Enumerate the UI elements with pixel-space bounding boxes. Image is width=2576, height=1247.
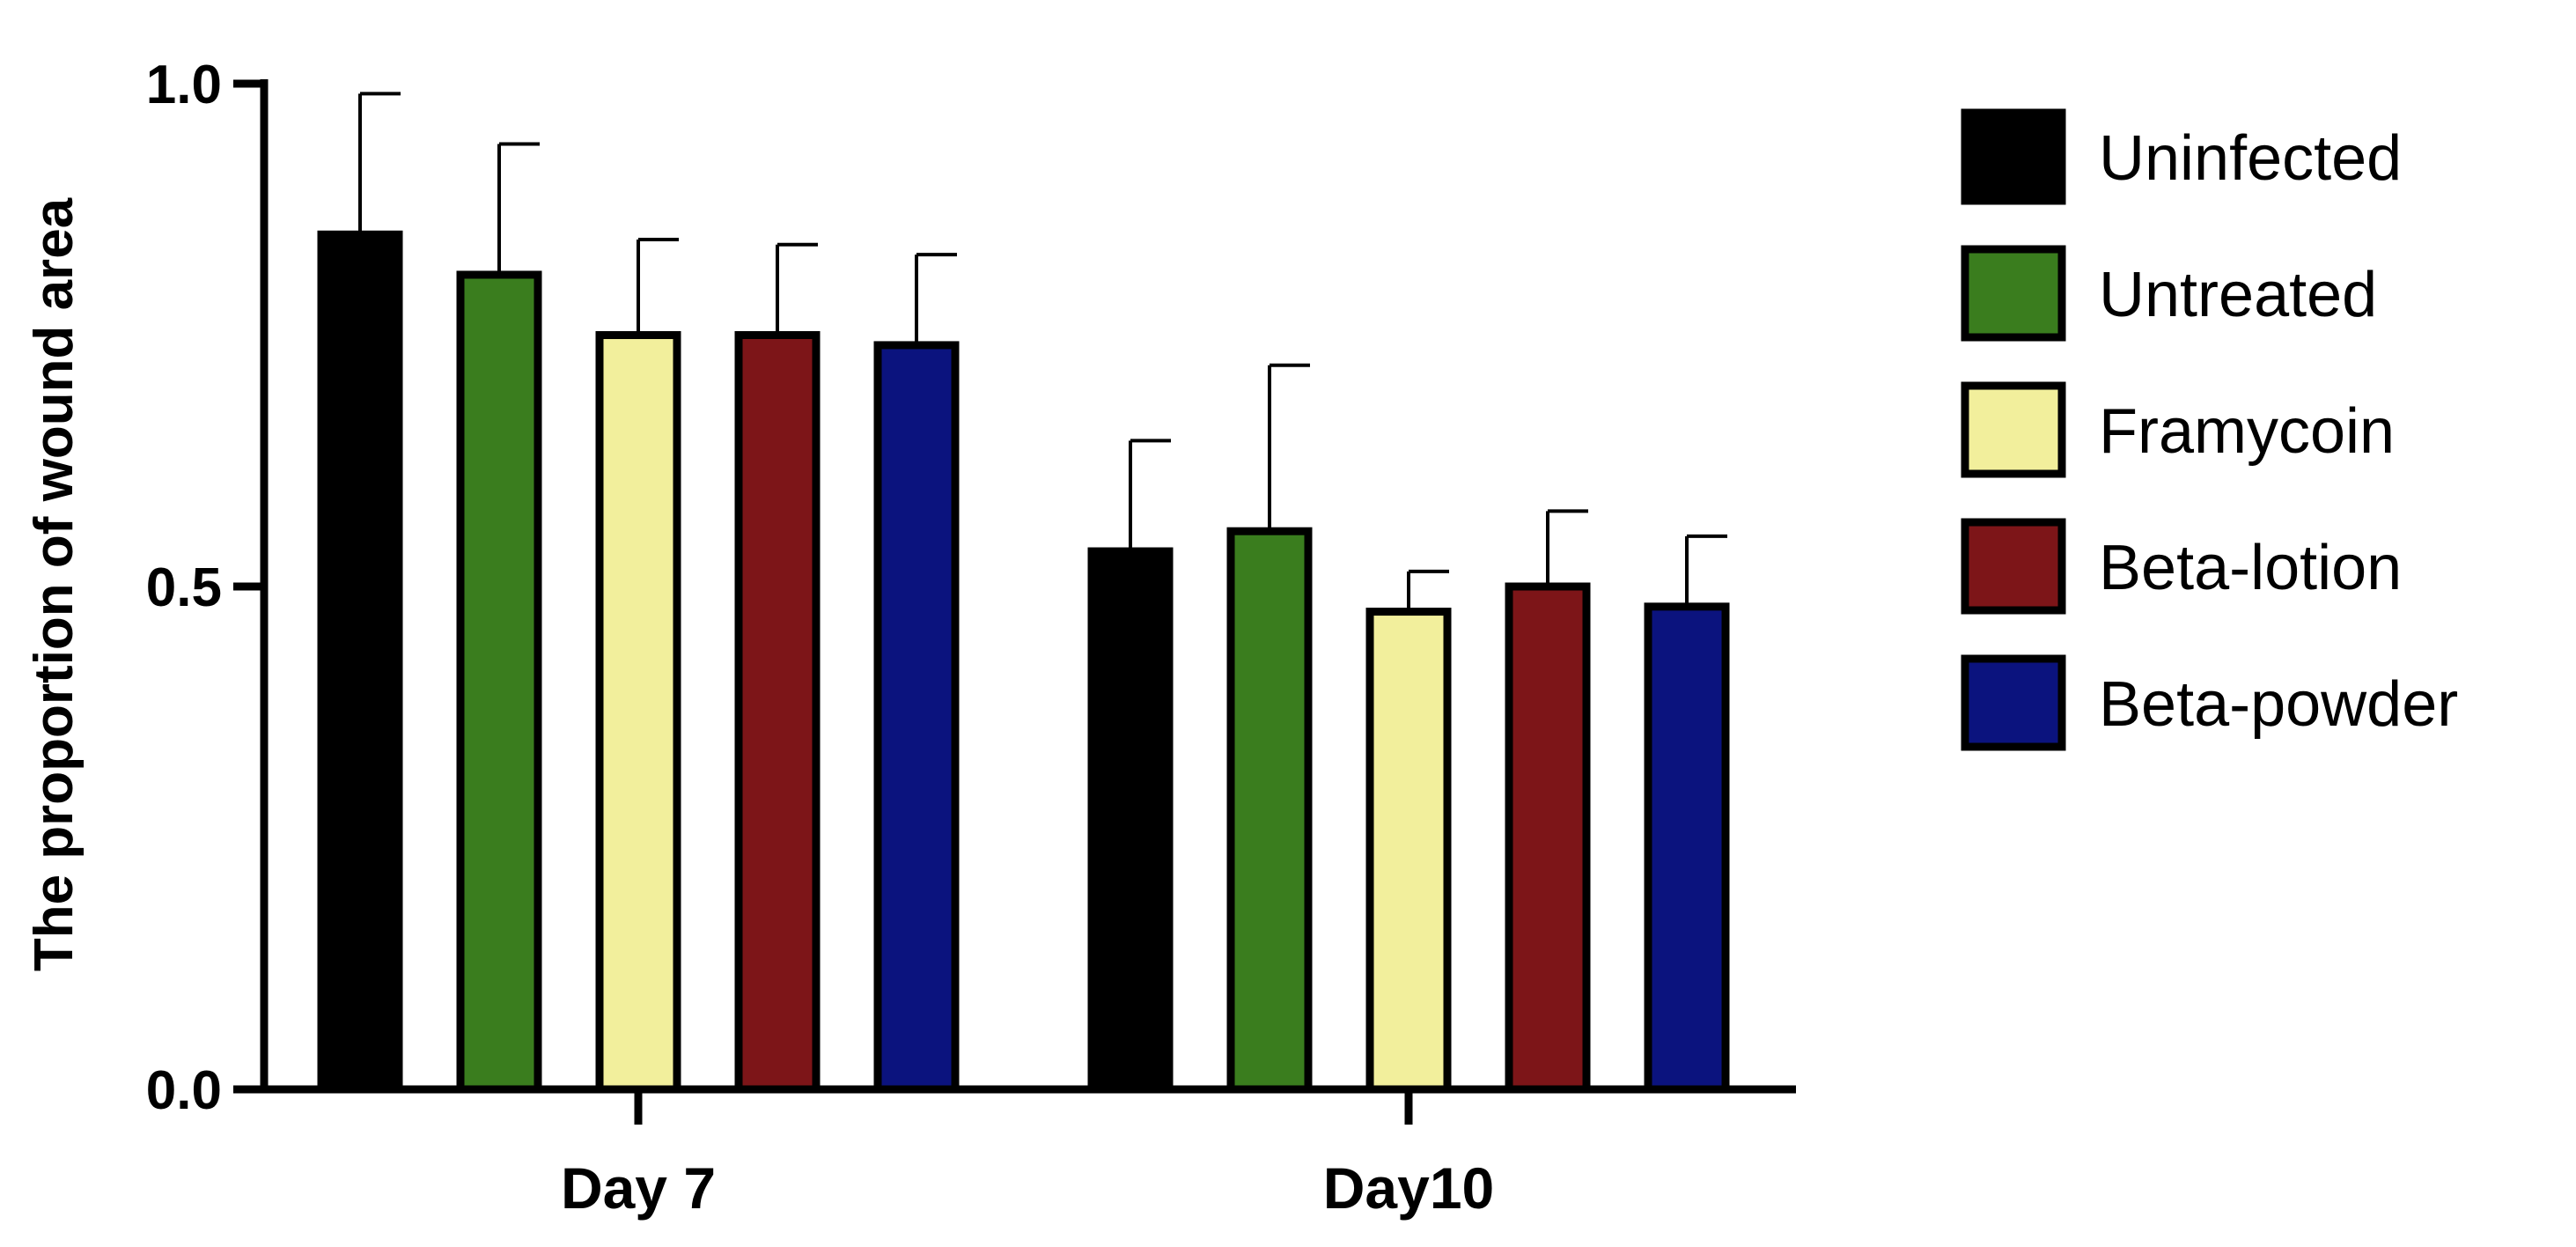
ticks-layer: 0.0 0.5 1.0 Day 7 Day10 <box>146 55 1494 1221</box>
bar-beta-powder <box>873 341 960 1094</box>
legend-swatch <box>1961 381 2066 478</box>
x-category-label: Day10 <box>1323 1155 1495 1221</box>
y-tick-label: 0.0 <box>146 1060 222 1121</box>
y-tick-label: 1.0 <box>146 55 222 115</box>
legend-swatch <box>1961 245 2066 342</box>
bar-uninfected <box>1087 547 1174 1094</box>
legend-label: Framycoin <box>2099 396 2395 467</box>
bar-beta-lotion <box>1505 582 1591 1094</box>
y-tick-label: 0.5 <box>146 557 222 618</box>
bar-framycoin <box>595 331 681 1094</box>
x-category-label: Day 7 <box>561 1155 716 1221</box>
legend-label: Uninfected <box>2099 123 2402 194</box>
bar-untreated <box>456 270 542 1094</box>
bar-framycoin <box>1365 608 1452 1094</box>
bar-beta-powder <box>1644 602 1730 1094</box>
bar-beta-lotion <box>734 331 821 1094</box>
legend-swatch <box>1961 108 2066 205</box>
legend-swatch <box>1961 518 2066 615</box>
y-axis-title: The proportion of wound area <box>24 197 85 971</box>
bar-untreated <box>1226 527 1313 1094</box>
legend-label: Beta-lotion <box>2099 533 2402 603</box>
legend-label: Untreated <box>2099 260 2377 330</box>
bar-uninfected <box>317 230 403 1094</box>
legend-label: Beta-powder <box>2099 669 2458 740</box>
legend-swatch <box>1961 654 2066 751</box>
bars-layer <box>317 92 1730 1094</box>
legend: Uninfected Untreated Framycoin Beta-lotion B… <box>1961 108 2458 751</box>
